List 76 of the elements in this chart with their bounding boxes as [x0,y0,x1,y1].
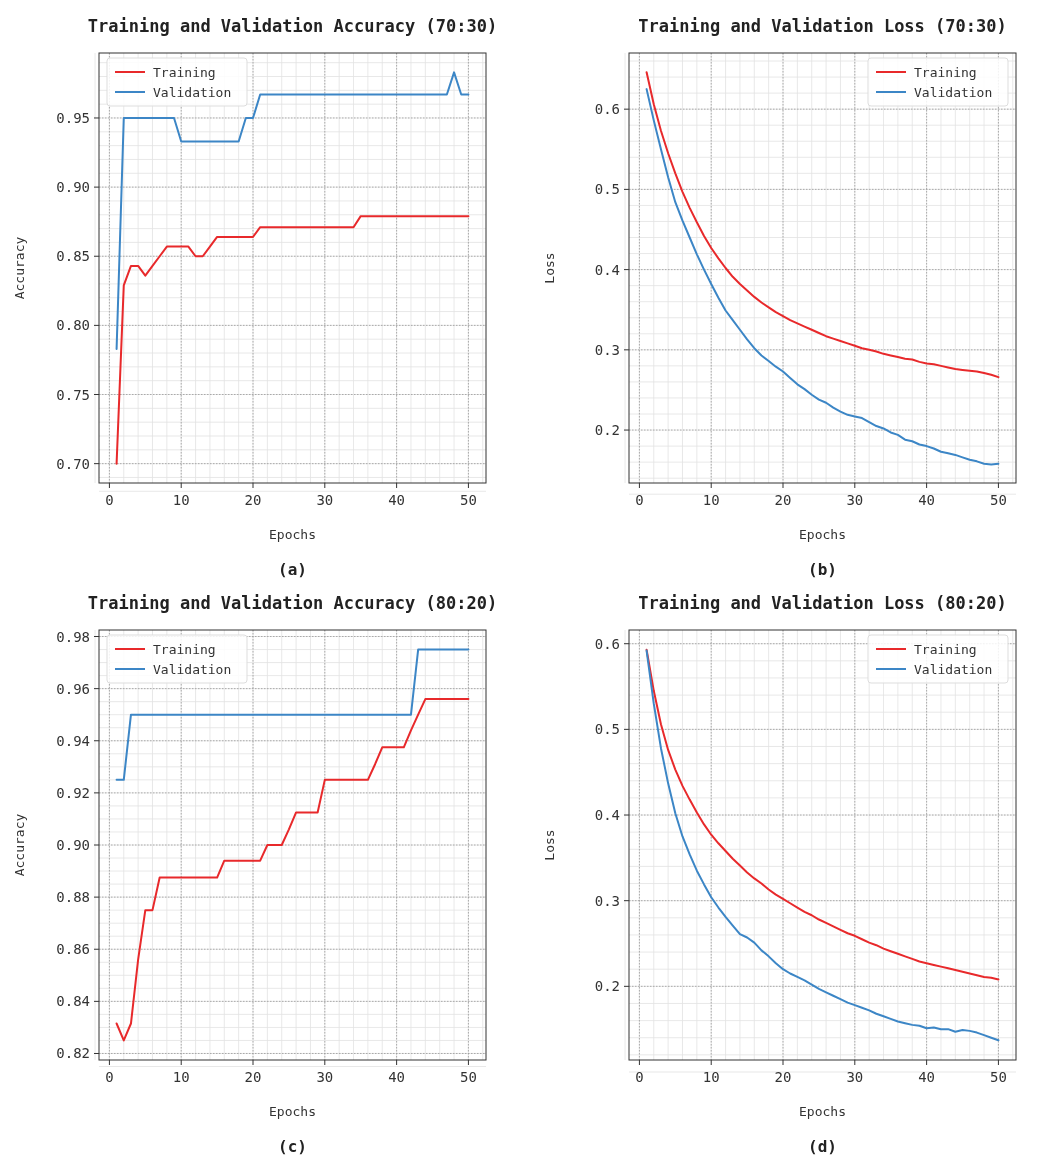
y-tick-label: 0.85 [56,248,90,265]
y-tick-label: 0.84 [56,993,90,1010]
y-tick-label: 0.5 [594,721,620,738]
legend-label: Validation [153,85,232,100]
y-tick-label: 0.95 [56,109,90,126]
line-series [115,698,470,1042]
y-axis-title: Loss [542,252,557,284]
chart-title: Training and Validation Accuracy (80:20) [87,593,498,613]
text: (a) [278,560,307,579]
text: (b) [808,560,837,579]
y-tick-label: 0.82 [56,1045,90,1062]
x-tick-label: 10 [172,492,190,508]
x-tick-label: 40 [918,492,936,508]
legend-label: Validation [914,662,993,677]
line-series [115,215,470,465]
legend-label: Training [153,65,216,80]
x-tick-label: 30 [846,1069,864,1085]
x-tick-label: 0 [105,1069,114,1085]
chart-title: Training and Validation Loss (70:30) [638,16,1007,36]
y-tick-label: 0.75 [56,386,90,403]
x-tick-label: 50 [459,1069,477,1085]
x-tick-label: 50 [989,1069,1007,1085]
x-tick-label: 10 [172,1069,190,1085]
x-tick-label: 20 [774,492,792,508]
y-tick-label: 0.6 [594,635,620,652]
x-tick-label: 30 [316,492,334,508]
x-tick-label: 10 [702,1069,720,1085]
y-tick-label: 0.4 [594,261,620,278]
y-tick-label: 0.2 [594,978,620,995]
y-axis-title: Accuracy [12,813,27,877]
line-series [645,88,1000,466]
x-tick-label: 30 [316,1069,334,1085]
y-tick-label: 0.70 [56,455,90,472]
y-tick-label: 0.3 [594,892,620,909]
y-axis-title: Loss [542,829,557,861]
text: (d) [808,1137,837,1156]
y-axis-title: Accuracy [12,236,27,300]
y-tick-label: 0.86 [56,941,90,958]
y-tick-label: 0.94 [56,732,90,749]
x-tick-label: 30 [846,492,864,508]
chart-title: Training and Validation Accuracy (70:30) [87,16,498,36]
y-tick-label: 0.2 [594,422,620,439]
x-tick-label: 10 [702,492,720,508]
x-tick-label: 50 [989,492,1007,508]
x-axis-title: Epochs [269,1104,316,1119]
y-tick-label: 0.90 [56,837,90,853]
x-tick-label: 40 [388,492,406,508]
y-tick-label: 0.96 [56,680,90,697]
y-tick-label: 0.88 [56,889,90,906]
y-tick-label: 0.4 [594,807,620,824]
legend-label: Training [914,642,977,657]
y-tick-label: 0.92 [56,784,90,801]
x-tick-label: 20 [774,1069,792,1085]
x-tick-label: 0 [635,492,644,508]
x-tick-label: 0 [635,1069,644,1085]
x-tick-label: 40 [388,1069,406,1085]
x-axis-title: Epochs [269,527,316,542]
x-tick-label: 40 [918,1069,936,1085]
y-tick-label: 0.5 [594,181,620,198]
y-tick-label: 0.6 [594,101,620,118]
x-tick-label: 20 [244,1069,262,1085]
y-tick-label: 0.80 [56,317,90,334]
x-tick-label: 0 [105,492,114,508]
x-axis-title: Epochs [799,1104,846,1119]
legend-label: Training [914,65,977,80]
legend-label: Validation [153,662,232,677]
y-tick-label: 0.98 [56,628,90,645]
chart-title: Training and Validation Loss (80:20) [638,593,1007,613]
text: (c) [278,1137,307,1156]
x-tick-label: 20 [244,492,262,508]
legend-label: Training [153,642,216,657]
y-tick-label: 0.90 [56,179,90,196]
legend-label: Validation [914,85,993,100]
x-tick-label: 50 [459,492,477,508]
y-tick-label: 0.3 [594,341,620,358]
x-axis-title: Epochs [799,527,846,542]
